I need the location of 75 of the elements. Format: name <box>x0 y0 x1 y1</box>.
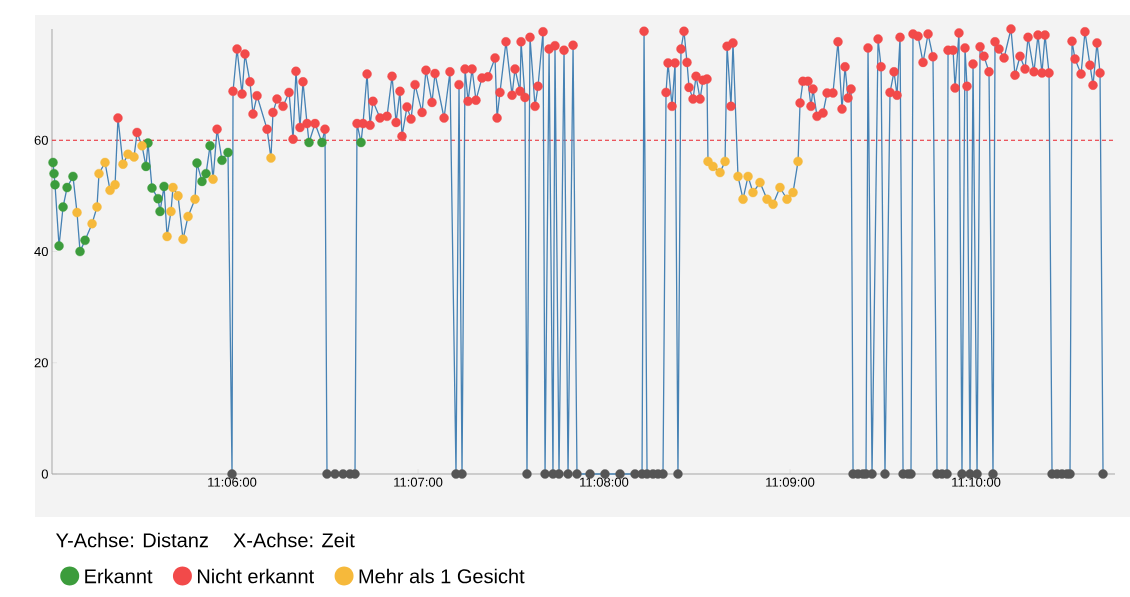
point <box>155 206 165 217</box>
point <box>782 194 792 204</box>
point <box>166 206 176 217</box>
point <box>304 137 314 148</box>
point <box>205 141 215 151</box>
point <box>217 155 227 165</box>
point <box>572 469 582 479</box>
point <box>720 156 730 167</box>
point <box>153 193 163 204</box>
text: X-Achse: Zeit <box>233 532 355 548</box>
point <box>190 194 200 204</box>
legend-label: Mehr als 1 Gesicht <box>359 568 525 584</box>
point <box>147 183 157 193</box>
point <box>522 469 532 479</box>
point <box>141 161 151 172</box>
y-tick-label: 60 <box>34 135 48 145</box>
point <box>62 182 72 193</box>
point <box>317 137 327 148</box>
y-tick-label: 20 <box>34 358 48 368</box>
point <box>58 202 68 212</box>
x-tick-label: 11:06:00 <box>208 477 257 487</box>
point <box>880 469 890 479</box>
legend-label: Erkannt <box>85 568 153 584</box>
legend-label: Nicht erkannt <box>197 568 314 584</box>
point <box>49 168 59 179</box>
point <box>197 176 207 187</box>
point <box>673 469 683 479</box>
point <box>208 174 218 184</box>
x-tick-label: 11:07:00 <box>394 477 443 487</box>
point <box>94 168 104 179</box>
point <box>173 191 183 201</box>
point <box>80 235 90 246</box>
point <box>748 187 758 198</box>
point <box>72 207 82 218</box>
text: Y-Achse: Distanz <box>55 532 208 548</box>
y-tick-label: 0 <box>41 469 48 479</box>
point <box>129 152 139 162</box>
point <box>322 469 332 479</box>
point <box>775 182 785 193</box>
point <box>87 218 97 229</box>
point <box>192 158 202 168</box>
point <box>733 171 743 182</box>
point <box>68 171 78 182</box>
y-tick-label: 40 <box>34 246 48 257</box>
point <box>755 177 765 188</box>
point <box>50 180 60 190</box>
point <box>183 211 193 222</box>
point <box>563 469 573 479</box>
point <box>743 171 753 182</box>
x-tick-label: 11:08:00 <box>580 477 629 487</box>
point <box>48 157 58 168</box>
x-tick-label: 11:09:00 <box>766 477 815 487</box>
point <box>201 168 211 179</box>
point <box>110 180 120 190</box>
point <box>708 161 718 172</box>
point <box>54 241 64 251</box>
point <box>162 231 172 242</box>
point <box>266 153 276 163</box>
point <box>715 167 725 178</box>
point <box>788 187 798 198</box>
point <box>738 194 748 204</box>
point <box>75 246 85 257</box>
point <box>178 234 188 244</box>
point <box>92 202 102 212</box>
point <box>100 157 110 168</box>
point <box>223 147 233 158</box>
point <box>137 141 147 151</box>
point <box>1098 469 1108 479</box>
point <box>118 159 128 169</box>
point <box>356 137 366 148</box>
point <box>159 181 169 192</box>
point <box>793 156 803 167</box>
point <box>768 199 778 209</box>
x-tick-label: 11:10:00 <box>952 477 1001 487</box>
point <box>168 182 178 193</box>
